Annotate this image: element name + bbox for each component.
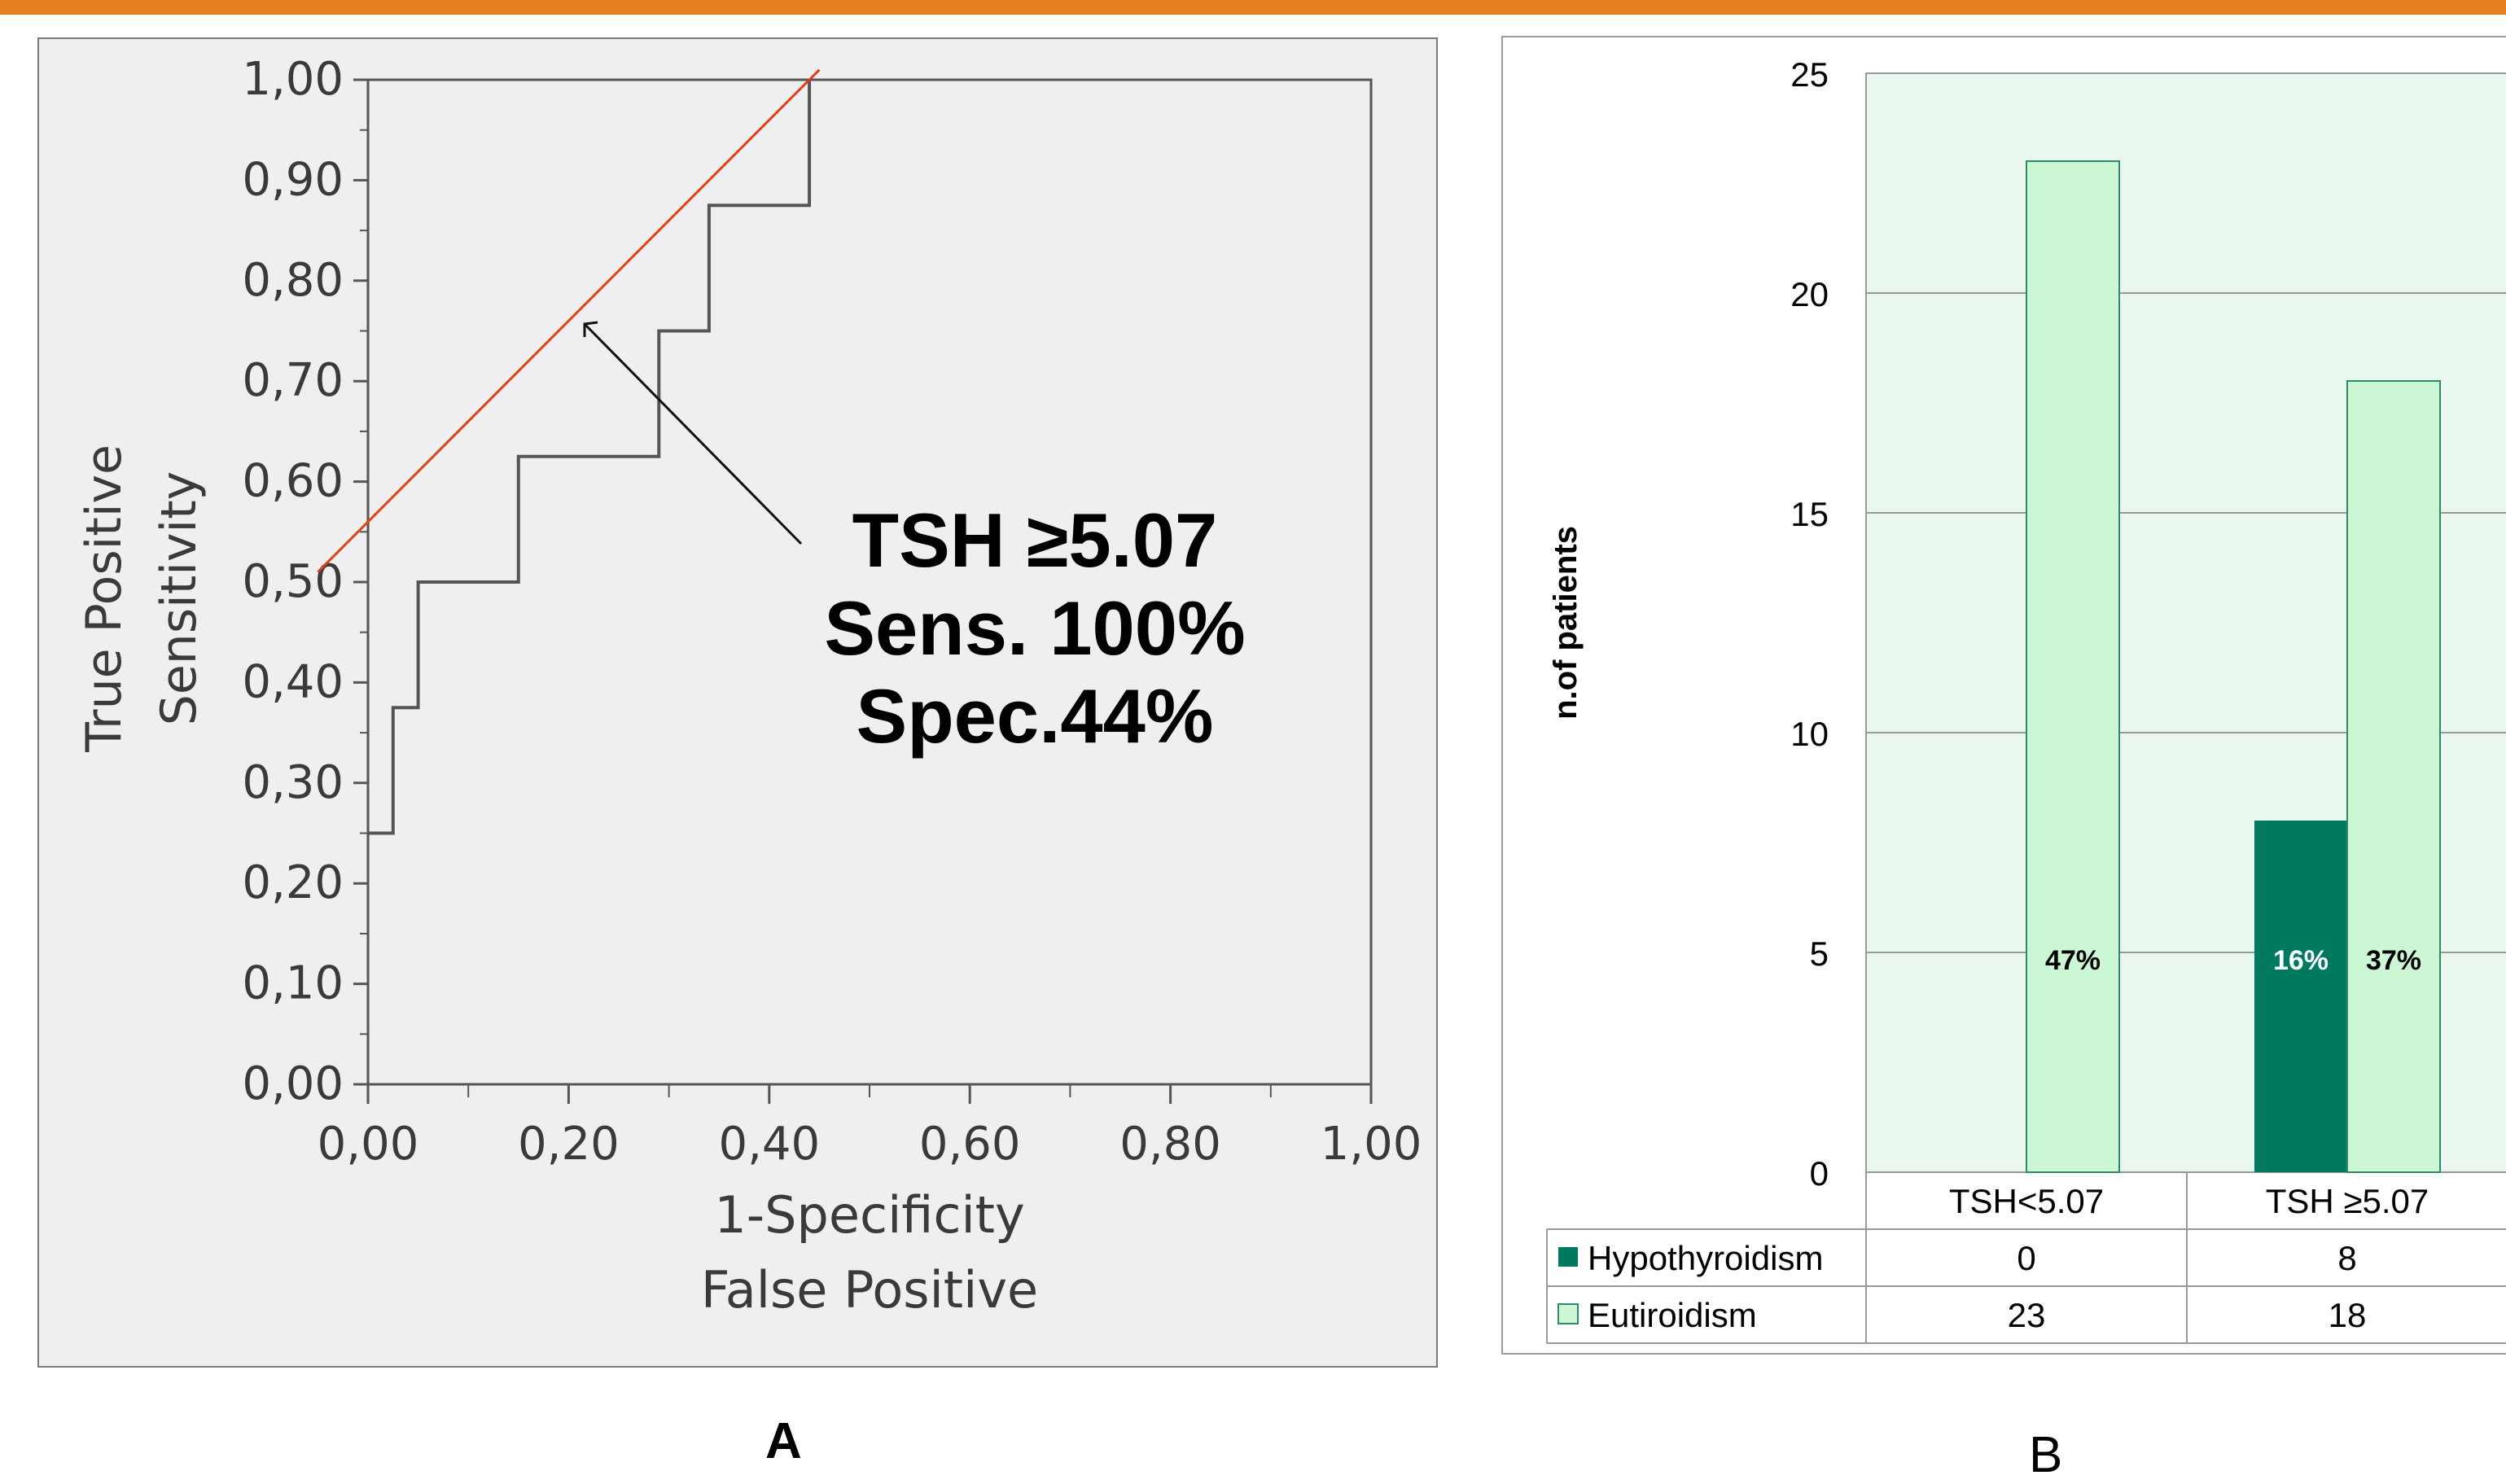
cutoff-annotation-line: Spec.44% xyxy=(857,673,1214,759)
x-tick-label: 0,20 xyxy=(518,1118,620,1171)
x-tick-label: 0,80 xyxy=(1119,1118,1221,1171)
cutoff-annotation-line: TSH ≥5.07 xyxy=(852,497,1218,583)
x-tick-label: 0,00 xyxy=(318,1118,419,1171)
legend-swatch-eutiroidism xyxy=(1557,1303,1579,1324)
y-tick-label: 0,70 xyxy=(242,354,344,407)
cutoff-annotation-line: Sens. 100% xyxy=(824,585,1245,671)
y-tick-label: 0,10 xyxy=(242,957,344,1010)
legend-label: Hypothyroidism xyxy=(1588,1239,1823,1277)
y-tick-label: 5 xyxy=(1810,935,1829,973)
legend-swatch-hypothyroidism xyxy=(1558,1247,1578,1267)
table-cell: 8 xyxy=(2337,1239,2356,1277)
x-axis-title: 1-Specificity xyxy=(714,1185,1024,1245)
roc-chart-panel: 0,00 0,10 0,20 0,30 0,40 0,50 0,60 0,70 0,80 0,90… xyxy=(37,37,1438,1368)
y-tick-label: 15 xyxy=(1790,495,1829,533)
bar-eutiroidism xyxy=(2026,160,2120,1173)
bar-chart-panel: 0 5 10 15 20 25 n.of patients 47% 16% 37% TSH<5.07… xyxy=(1501,36,2506,1355)
bar-percent-label: 16% xyxy=(2273,945,2329,976)
table-cell: 18 xyxy=(2329,1296,2367,1334)
bar-percent-label: 37% xyxy=(2366,945,2421,976)
y-axis-title: n.of patients xyxy=(1548,526,1584,720)
annotation-arrow-shaft xyxy=(583,322,803,545)
x-tick-label: 0,40 xyxy=(718,1118,820,1171)
y-tick-label: 25 xyxy=(1790,55,1829,94)
y-axis-title: True Positive xyxy=(76,444,133,753)
y-tick-label: 1,00 xyxy=(242,53,344,106)
bar-hypothyroidism xyxy=(2254,821,2347,1172)
y-tick-label: 0,90 xyxy=(242,153,344,206)
y-tick-label: 0,30 xyxy=(242,756,344,809)
legend-label: Eutiroidism xyxy=(1588,1296,1757,1334)
table-cell: 23 xyxy=(2008,1296,2046,1334)
y-tick-label: 0,80 xyxy=(242,254,344,307)
x-tick-label: 1,00 xyxy=(1321,1118,1422,1171)
panel-label-a: A xyxy=(765,1413,802,1469)
top-orange-rule xyxy=(0,0,2506,15)
y-tick-label: 0,00 xyxy=(242,1057,344,1110)
bar-percent-label: 47% xyxy=(2045,945,2101,976)
y-tick-label: 0,60 xyxy=(242,455,344,508)
patients-bar-chart: 0 5 10 15 20 25 n.of patients 47% 16% 37% TSH<5.07… xyxy=(1546,55,2506,1344)
category-label: TSH<5.07 xyxy=(1949,1182,2104,1220)
x-tick-label: 0,60 xyxy=(919,1118,1021,1171)
x-axis-subtitle: False Positive xyxy=(701,1260,1038,1320)
cutoff-reference-line xyxy=(317,68,821,573)
category-label: TSH ≥5.07 xyxy=(2266,1182,2429,1220)
y-tick-label: 0,20 xyxy=(242,856,344,909)
y-tick-label: 10 xyxy=(1790,715,1829,753)
y-tick-label: 0,40 xyxy=(242,655,344,708)
annotation-arrow-head xyxy=(583,321,598,337)
roc-curve xyxy=(368,80,812,835)
y-tick-label: 20 xyxy=(1790,275,1829,313)
y-axis-subtitle: Sensitivity xyxy=(151,471,208,725)
table-cell: 0 xyxy=(2017,1239,2035,1277)
bar-eutiroidism xyxy=(2346,380,2441,1173)
panel-label-b: B xyxy=(2029,1427,2063,1483)
y-tick-label: 0 xyxy=(1810,1154,1829,1193)
roc-chart: 0,000,100,200,300,400,500,600,700,800,90… xyxy=(76,53,1422,1320)
